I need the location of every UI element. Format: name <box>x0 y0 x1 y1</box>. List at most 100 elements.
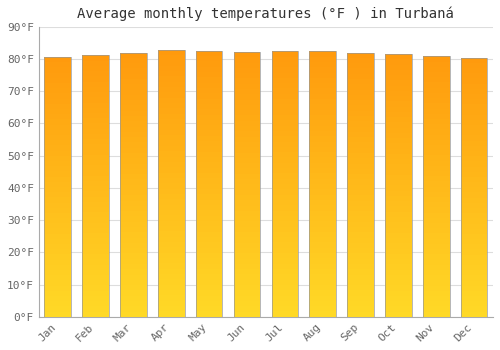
Bar <box>461 193 487 198</box>
Bar <box>272 216 298 221</box>
Bar <box>196 72 222 77</box>
Bar <box>272 237 298 243</box>
Bar <box>423 296 450 301</box>
Bar <box>348 58 374 63</box>
Bar <box>310 237 336 243</box>
Bar <box>461 239 487 244</box>
Bar <box>423 259 450 265</box>
Bar <box>234 100 260 105</box>
Bar <box>196 173 222 178</box>
Bar <box>120 232 146 238</box>
Bar <box>196 120 222 125</box>
Bar <box>348 105 374 111</box>
Bar <box>44 182 71 187</box>
Bar <box>272 195 298 200</box>
Bar <box>461 161 487 167</box>
Bar <box>348 142 374 148</box>
Bar <box>310 136 336 141</box>
Bar <box>461 275 487 281</box>
Bar <box>310 62 336 67</box>
Bar <box>82 296 109 301</box>
Bar <box>272 99 298 104</box>
Bar <box>120 169 146 174</box>
Bar <box>82 312 109 317</box>
Bar <box>348 264 374 269</box>
Bar <box>196 205 222 210</box>
Bar <box>461 63 487 68</box>
Bar <box>310 258 336 264</box>
Bar <box>310 141 336 147</box>
Bar <box>158 135 184 140</box>
Bar <box>82 113 109 118</box>
Bar <box>423 228 450 233</box>
Bar <box>272 104 298 110</box>
Bar <box>272 226 298 232</box>
Bar <box>234 63 260 68</box>
Bar <box>196 258 222 264</box>
Bar <box>423 67 450 72</box>
Bar <box>385 80 411 86</box>
Bar <box>272 158 298 163</box>
Bar <box>120 121 146 127</box>
Bar <box>158 215 184 220</box>
Bar <box>385 65 411 70</box>
Bar <box>348 121 374 127</box>
Bar <box>423 124 450 130</box>
Bar <box>120 127 146 132</box>
Bar <box>423 233 450 239</box>
Bar <box>158 50 184 55</box>
Bar <box>461 265 487 270</box>
Bar <box>423 244 450 249</box>
Bar <box>158 98 184 103</box>
Bar <box>44 156 71 161</box>
Bar <box>310 184 336 189</box>
Bar <box>158 162 184 167</box>
Bar <box>196 285 222 290</box>
Bar <box>120 238 146 243</box>
Bar <box>196 88 222 93</box>
Bar <box>44 176 71 182</box>
Bar <box>44 135 71 140</box>
Bar <box>423 119 450 124</box>
Bar <box>158 66 184 71</box>
Bar <box>348 137 374 142</box>
Bar <box>82 207 109 212</box>
Bar <box>82 301 109 306</box>
Bar <box>461 78 487 84</box>
Bar <box>234 190 260 195</box>
Bar <box>423 62 450 67</box>
Bar <box>310 295 336 301</box>
Bar <box>385 275 411 280</box>
Bar <box>348 306 374 312</box>
Bar <box>385 144 411 149</box>
Bar <box>158 92 184 98</box>
Bar <box>196 237 222 242</box>
Bar <box>461 115 487 120</box>
Bar <box>82 280 109 286</box>
Bar <box>158 108 184 114</box>
Bar <box>272 312 298 317</box>
Bar <box>272 274 298 280</box>
Bar <box>310 99 336 104</box>
Bar <box>348 132 374 137</box>
Bar <box>310 51 336 317</box>
Bar <box>310 290 336 295</box>
Bar <box>461 104 487 110</box>
Bar <box>158 247 184 253</box>
Bar <box>120 158 146 163</box>
Bar <box>272 264 298 269</box>
Bar <box>82 155 109 160</box>
Bar <box>461 84 487 89</box>
Bar <box>423 134 450 140</box>
Bar <box>272 205 298 211</box>
Bar <box>385 164 411 170</box>
Bar <box>158 269 184 274</box>
Bar <box>272 131 298 136</box>
Bar <box>423 108 450 114</box>
Bar <box>461 151 487 156</box>
Bar <box>310 89 336 94</box>
Bar <box>234 259 260 264</box>
Bar <box>196 61 222 66</box>
Bar <box>272 126 298 131</box>
Bar <box>120 63 146 68</box>
